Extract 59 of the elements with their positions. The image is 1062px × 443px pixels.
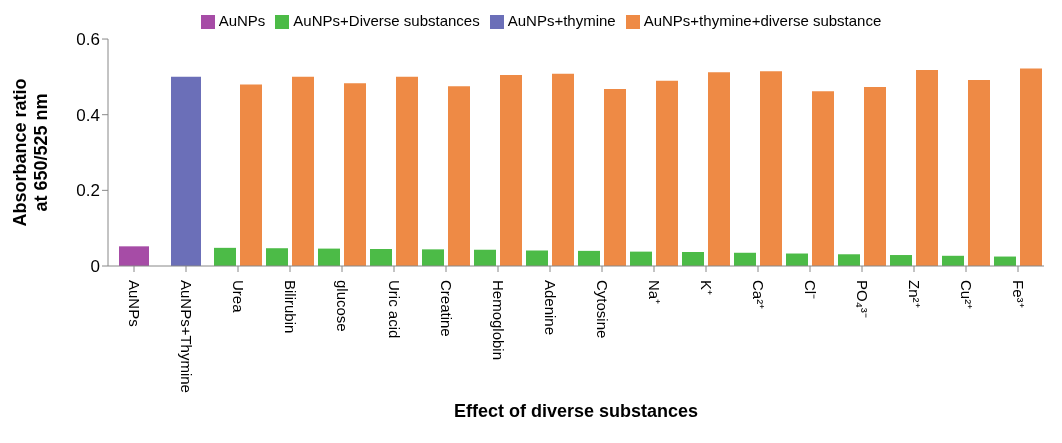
legend-label: AuNPs+thymine+diverse substance [643,12,882,29]
bar [370,248,392,266]
y-tick-label: 0.2 [76,181,100,201]
bar [812,91,834,266]
x-tick-label: Fe³⁺ [1009,280,1027,308]
bar [760,71,782,266]
bar [682,252,704,266]
x-tick-label: Bilirubin [281,280,299,334]
x-tick-label: PO₄³⁻ [853,280,871,318]
bar [500,74,522,266]
x-tick-label: AuNPs+Thymine [177,280,195,393]
bar [240,84,262,266]
legend-label: AuNPs+Diverse substances [293,12,480,29]
bar [864,87,886,266]
bar [552,73,574,266]
x-tick-label: Ca²⁺ [749,280,767,310]
bar [916,70,938,266]
bar [838,254,860,266]
bar [526,250,548,266]
x-tick-label: AuNPs [125,280,143,327]
bar [630,251,652,266]
bar [292,76,314,266]
x-tick-label: Cl⁻ [801,280,819,300]
x-tick-label: Zn²⁺ [905,280,923,308]
bar [171,76,201,266]
y-tick-label: 0.4 [76,105,100,125]
bar [656,80,678,266]
bar [578,250,600,266]
x-tick-label: Na⁺ [645,280,663,305]
x-tick-label: Cytosine [593,280,611,339]
bar [734,252,756,266]
y-axis-title: Absorbance ratio at 650/525 nm [10,78,51,227]
bar [708,72,730,266]
x-tick-label: K⁺ [697,280,715,296]
bar [604,88,626,266]
x-tick-label: Adenine [541,280,559,336]
bar [968,79,990,266]
x-axis-title: Effect of diverse substances [453,401,699,421]
bar [344,83,366,266]
x-tick-label: Urea [229,280,247,314]
bar [890,255,912,266]
legend-label: AuNPs [218,12,266,29]
bar [318,248,340,266]
bar [422,249,444,266]
y-tick-label: 0 [90,257,100,277]
bar [396,76,418,266]
bar [1020,68,1042,266]
y-tick-label: 0.6 [76,30,100,50]
bar [119,246,149,266]
x-tick-label: glucose [333,280,351,332]
bar [214,247,236,266]
bar [448,86,470,266]
x-tick-label: Uric acid [385,280,403,339]
bar [266,248,288,266]
bar [474,249,496,266]
x-tick-label: Hemoglobin [489,280,507,361]
x-tick-label: Cu²⁺ [957,280,975,310]
x-tick-label: Creatine [437,280,455,337]
legend-label: AuNPs+thymine [507,12,616,29]
